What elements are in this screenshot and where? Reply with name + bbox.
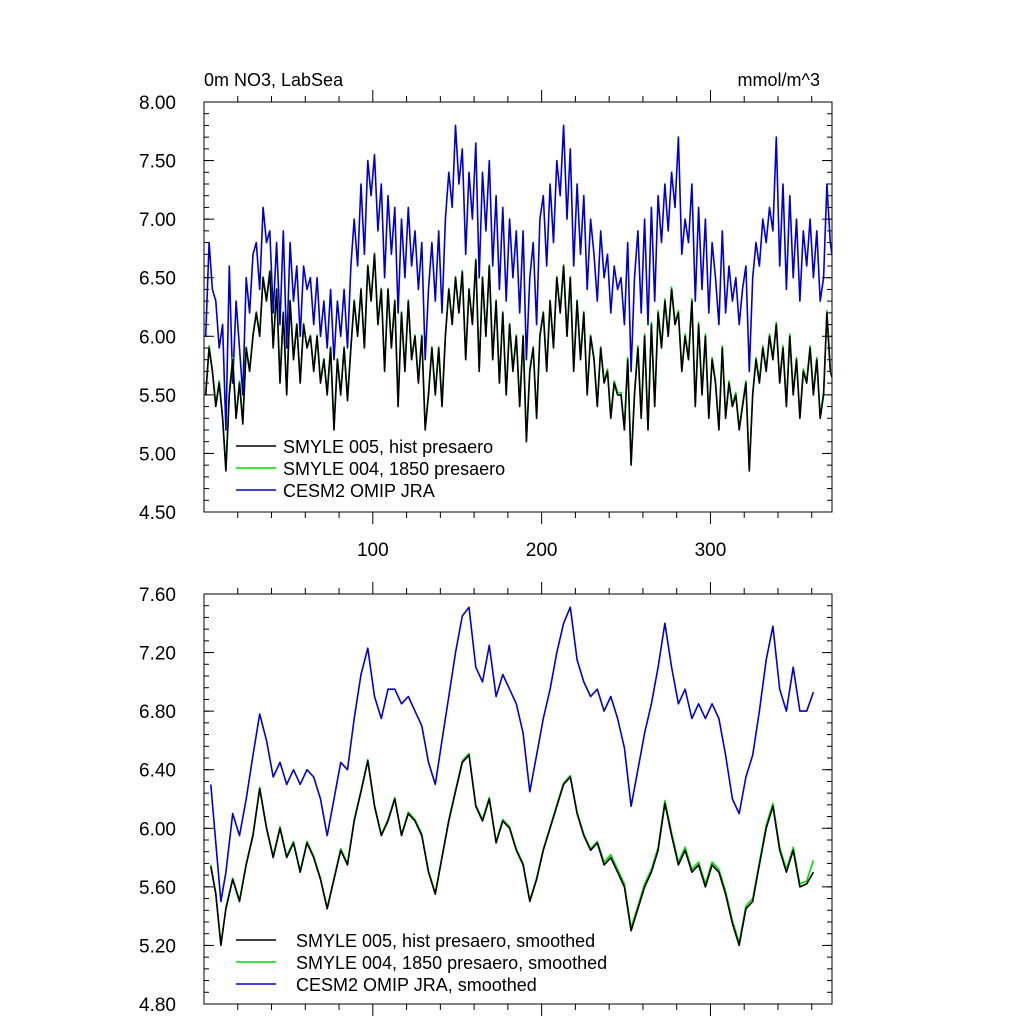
legend-label: CESM2 OMIP JRA, smoothed (296, 975, 537, 995)
y-tick-label: 6.00 (139, 819, 176, 840)
y-tick-label: 7.20 (139, 644, 176, 665)
series-line-1 (210, 754, 815, 947)
units-label: mmol/m^3 (738, 70, 820, 90)
y-tick-label: 5.20 (139, 936, 176, 957)
y-tick-label: 7.60 (139, 585, 176, 606)
legend-label: SMYLE 005, hist presaero (283, 437, 493, 457)
chart-title: 0m NO3, LabSea (204, 70, 344, 90)
x-tick-label: 100 (357, 540, 389, 561)
plot-frame (203, 101, 833, 513)
legend-label: CESM2 OMIP JRA (283, 481, 435, 501)
series-line-3 (210, 606, 815, 903)
y-tick-label: 6.00 (139, 327, 176, 348)
y-tick-label: 5.50 (139, 386, 176, 407)
y-tick-label: 4.80 (139, 995, 176, 1016)
series-line-2 (210, 752, 815, 945)
y-tick-label: 6.80 (139, 702, 176, 723)
x-tick-label: 300 (695, 540, 727, 561)
chart-panel-2: 4.80 5.20 5.60 6.00 6.40 6.80 7.20 7.60 SMYLE 00… (139, 582, 833, 1016)
legend-label: SMYLE 004, 1850 presaero, smoothed (296, 953, 607, 973)
y-tick-label: 4.50 (139, 503, 176, 524)
y-tick-label: 8.00 (139, 93, 176, 114)
series-line-3 (204, 124, 832, 431)
x-tick-label: 200 (526, 540, 558, 561)
legend-label: SMYLE 005, hist presaero, smoothed (296, 931, 595, 951)
y-tick-label: 5.60 (139, 878, 176, 899)
legend-label: SMYLE 004, 1850 presaero (283, 459, 505, 479)
y-tick-label: 5.00 (139, 444, 176, 465)
y-tick-label: 7.50 (139, 152, 176, 173)
y-tick-label: 6.40 (139, 761, 176, 782)
chart-panel-1: 0m NO3, LabSea mmol/m^3 4.50 5.00 5.50 6.00 6.… (139, 70, 833, 561)
y-tick-label: 6.50 (139, 269, 176, 290)
y-tick-label: 7.00 (139, 210, 176, 231)
plot-frame (203, 593, 833, 1005)
series-line-1 (204, 253, 832, 472)
